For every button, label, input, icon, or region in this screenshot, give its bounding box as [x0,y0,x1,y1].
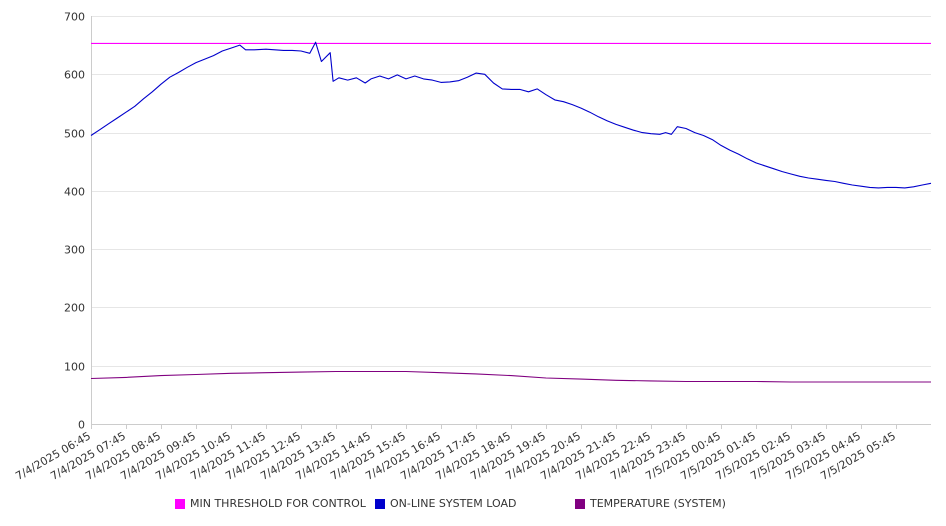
legend-swatch-system-load [375,498,385,509]
y-tick-label-700: 700 [64,11,85,24]
legend-item-system-load[interactable]: ON-LINE SYSTEM LOAD [375,497,516,510]
y-tick-label-600: 600 [64,69,85,82]
legend-label-temperature: TEMPERATURE (SYSTEM) [590,497,726,510]
legend-swatch-min-threshold [175,498,185,509]
series-line-temperature [90,370,931,383]
y-tick-label-100: 100 [64,361,85,374]
legend-item-temperature[interactable]: TEMPERATURE (SYSTEM) [575,497,726,510]
y-tick-label-200: 200 [64,302,85,315]
series-line-system-load [90,41,932,189]
legend-item-min-threshold[interactable]: MIN THRESHOLD FOR CONTROL [175,497,366,510]
y-tick-label-500: 500 [64,128,85,141]
legend-swatch-temperature [575,498,585,509]
y-tick-label-400: 400 [64,186,85,199]
y-tick-label-0: 0 [78,419,85,432]
chart-legend: MIN THRESHOLD FOR CONTROL ON-LINE SYSTEM… [0,497,946,515]
legend-label-system-load: ON-LINE SYSTEM LOAD [390,497,517,510]
legend-label-min-threshold: MIN THRESHOLD FOR CONTROL [190,497,366,510]
y-tick-label-300: 300 [64,244,85,257]
